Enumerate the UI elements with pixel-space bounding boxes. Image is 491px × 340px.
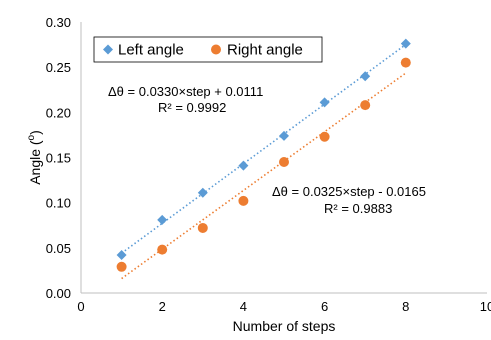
left-angle-point	[116, 250, 127, 261]
y-axis-title-main: Angle (	[27, 140, 43, 185]
y-tick-label: 0.20	[46, 105, 71, 120]
right-angle-r2: R² = 0.9883	[324, 201, 392, 216]
right-angle-point	[319, 131, 330, 142]
x-tick-label: 8	[402, 299, 409, 314]
x-tick-label: 2	[159, 299, 166, 314]
left-angle-r2: R² = 0.9992	[158, 100, 226, 115]
left-angle-point	[360, 71, 371, 82]
left-angle-equation: Δθ = 0.0330×step + 0.0111	[108, 84, 263, 99]
y-tick-label: 0.05	[46, 241, 71, 256]
left-angle-point	[157, 214, 168, 225]
y-tick-labels: 0.00 0.05 0.10 0.15 0.20 0.25 0.30	[46, 15, 71, 301]
legend-left-angle-marker	[103, 44, 113, 55]
legend-right-angle-marker	[211, 44, 221, 55]
y-axis-title-superscript: o	[26, 134, 37, 140]
y-axis-title: Angle (o)	[26, 130, 43, 185]
x-tick-label: 10	[480, 299, 491, 314]
legend-items: Left angle Right angle	[103, 42, 303, 59]
data-points	[116, 38, 411, 272]
right-angle-equation: Δθ = 0.0325×step - 0.0165	[272, 184, 426, 199]
y-tick-label: 0.30	[46, 15, 71, 30]
left-angle-point	[400, 38, 411, 49]
x-tick-label: 0	[77, 299, 84, 314]
right-angle-trendline	[121, 72, 407, 280]
legend-right-angle-label: Right angle	[227, 42, 303, 59]
left-angle-point	[319, 97, 330, 108]
right-angle-point	[157, 244, 168, 255]
y-tick-label: 0.25	[46, 60, 71, 75]
axes	[80, 22, 487, 294]
x-axis-title: Number of steps	[233, 318, 336, 334]
right-angle-point	[116, 261, 127, 272]
y-tick-label: 0.10	[46, 196, 71, 211]
left-angle-point	[238, 160, 249, 171]
x-tick-label: 4	[240, 299, 247, 314]
trendlines	[121, 43, 407, 280]
left-angle-trendline	[121, 43, 407, 254]
y-axis-title-close: )	[27, 130, 43, 135]
right-angle-point	[238, 195, 249, 206]
right-angle-point	[400, 57, 411, 68]
right-angle-point	[360, 100, 371, 111]
right-angle-point	[279, 157, 289, 168]
trendline-annotations: Δθ = 0.0330×step + 0.0111 R² = 0.9992 Δθ…	[108, 84, 426, 216]
left-angle-point	[197, 187, 208, 198]
legend-box	[93, 36, 323, 63]
left-angle-point	[279, 130, 289, 141]
x-tick-label: 6	[321, 299, 328, 314]
y-tick-label: 0.15	[46, 151, 71, 166]
y-tick-label: 0.00	[46, 286, 71, 301]
x-tick-labels: 0 2 4 6 8 10	[77, 299, 491, 314]
legend: Left angle Right angle	[93, 36, 323, 63]
right-angle-point	[197, 222, 208, 233]
legend-left-angle-label: Left angle	[118, 42, 184, 59]
